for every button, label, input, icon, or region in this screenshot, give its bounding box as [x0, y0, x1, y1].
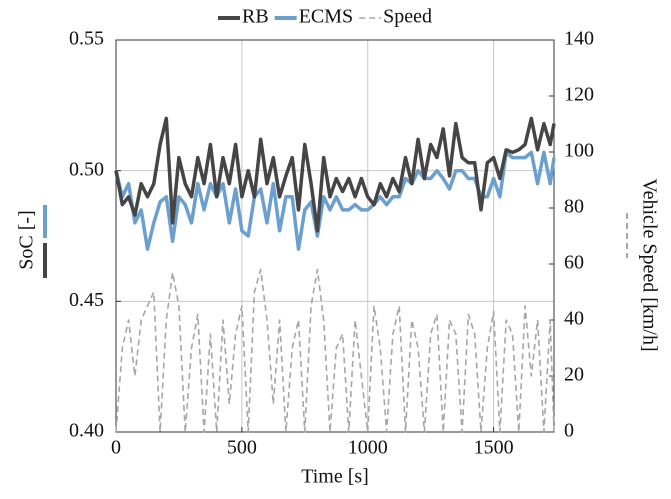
x-tick-label: 1000: [348, 437, 388, 459]
x-tick-label: 1500: [474, 437, 514, 459]
y-tick-label: 0.55: [69, 28, 104, 50]
x-axis-label: Time [s]: [301, 466, 369, 488]
y2-tick-label: 80: [564, 196, 584, 218]
plot-frame: [115, 39, 555, 433]
y2-tick-label: 100: [564, 140, 594, 162]
series-line: [115, 268, 555, 433]
y-tick-label: 0.40: [69, 420, 104, 442]
y2-tick-label: 0: [564, 420, 574, 442]
x-tick-label: 0: [111, 437, 121, 459]
y-axis-label: SoC [-]: [16, 210, 38, 269]
y-tick-label: 0.45: [69, 289, 104, 311]
y2-tick-label: 120: [564, 84, 594, 106]
series-line: [114, 116, 556, 233]
y2-tick-label: 60: [564, 252, 584, 274]
legend-label: ECMS: [299, 6, 353, 28]
y2-axis-label: Vehicle Speed [km/h]: [638, 178, 660, 351]
legend-label: Speed: [383, 6, 432, 28]
y2-tick-label: 20: [564, 364, 584, 386]
x-tick-label: 500: [227, 437, 257, 459]
y-tick-label: 0.50: [69, 158, 104, 180]
legend-label: RB: [242, 6, 269, 28]
y2-tick-label: 140: [564, 28, 594, 50]
y2-tick-label: 40: [564, 308, 584, 330]
